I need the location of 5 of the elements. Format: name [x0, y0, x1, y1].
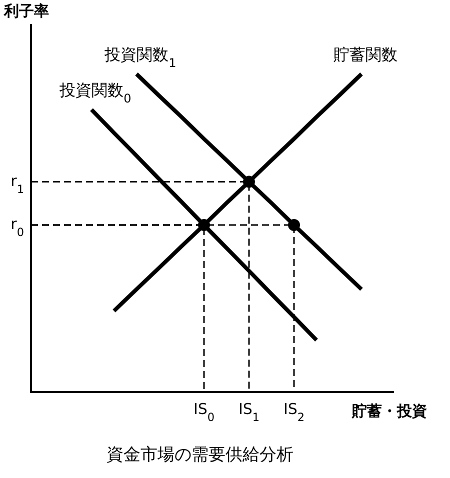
annotation: r$_{1}$ [10, 172, 24, 196]
y-axis-title: 利子率 [3, 2, 49, 20]
x-axis-title: 貯蓄・投資 [351, 402, 427, 420]
text: 資金市場の需要供給分析 [106, 445, 294, 465]
annotation: r$_{0}$ [10, 215, 24, 239]
